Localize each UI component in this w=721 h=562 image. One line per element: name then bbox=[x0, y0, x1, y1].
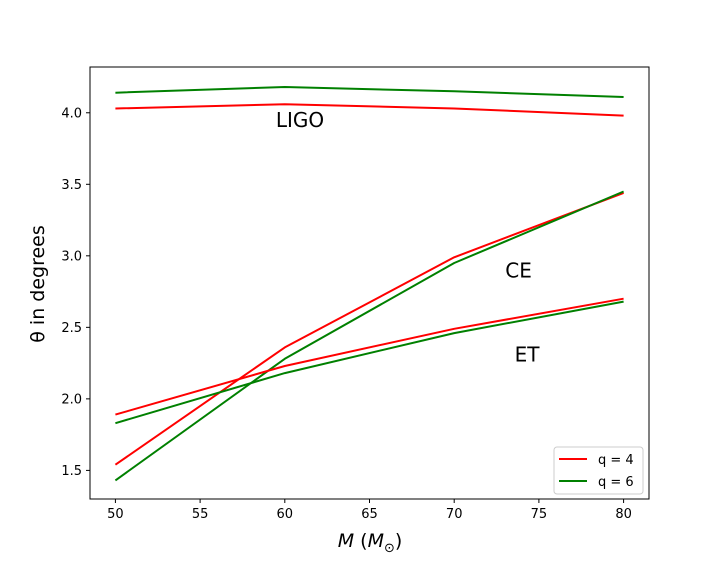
x-axis-label-close: ) bbox=[395, 530, 402, 552]
legend-label-q4: q = 4 bbox=[598, 453, 634, 468]
legend: q = 4 q = 6 bbox=[553, 446, 644, 495]
y-tick-label: 1.5 bbox=[61, 464, 82, 479]
y-tick-label: 4.0 bbox=[61, 106, 82, 121]
annotation-ligo: LIGO bbox=[276, 108, 324, 132]
x-axis-label-sub: ⊙ bbox=[384, 541, 395, 556]
series-line-ligo-q6 bbox=[115, 86, 624, 98]
x-axis-label-open: ( bbox=[354, 530, 367, 552]
y-tick-label: 3.5 bbox=[61, 178, 82, 193]
x-axis-ticks: 50 55 60 65 70 75 80 bbox=[107, 499, 632, 522]
series-line-ligo-q4 bbox=[115, 103, 624, 117]
annotation-layer: LIGO CE ET bbox=[276, 108, 540, 367]
x-tick-label: 70 bbox=[446, 507, 463, 522]
x-tick-label: 60 bbox=[277, 507, 294, 522]
y-tick-label: 3.0 bbox=[61, 249, 82, 264]
y-tick-label: 2.0 bbox=[61, 392, 82, 407]
annotation-et: ET bbox=[515, 343, 541, 367]
y-axis-label: θ in degrees bbox=[27, 225, 49, 343]
x-tick-label: 80 bbox=[615, 507, 632, 522]
y-axis-ticks: 1.5 2.0 2.5 3.0 3.5 4.0 bbox=[61, 106, 90, 479]
x-tick-label: 50 bbox=[107, 507, 124, 522]
x-axis-label: M (M⊙) bbox=[338, 530, 403, 556]
series-line-ce-q4 bbox=[114, 191, 624, 466]
y-tick-label: 2.5 bbox=[61, 321, 82, 336]
x-tick-label: 65 bbox=[361, 507, 378, 522]
series-line-et-q6 bbox=[115, 300, 624, 425]
legend-label-q6: q = 6 bbox=[598, 475, 634, 490]
x-tick-label: 55 bbox=[192, 507, 209, 522]
series-layer bbox=[114, 86, 624, 482]
x-axis-label-var: M bbox=[338, 530, 354, 552]
series-line-ce-q6 bbox=[114, 190, 624, 482]
x-axis-label-unit: M bbox=[368, 530, 384, 552]
x-tick-label: 75 bbox=[531, 507, 548, 522]
annotation-ce: CE bbox=[505, 258, 532, 282]
series-line-et-q4 bbox=[115, 297, 624, 416]
